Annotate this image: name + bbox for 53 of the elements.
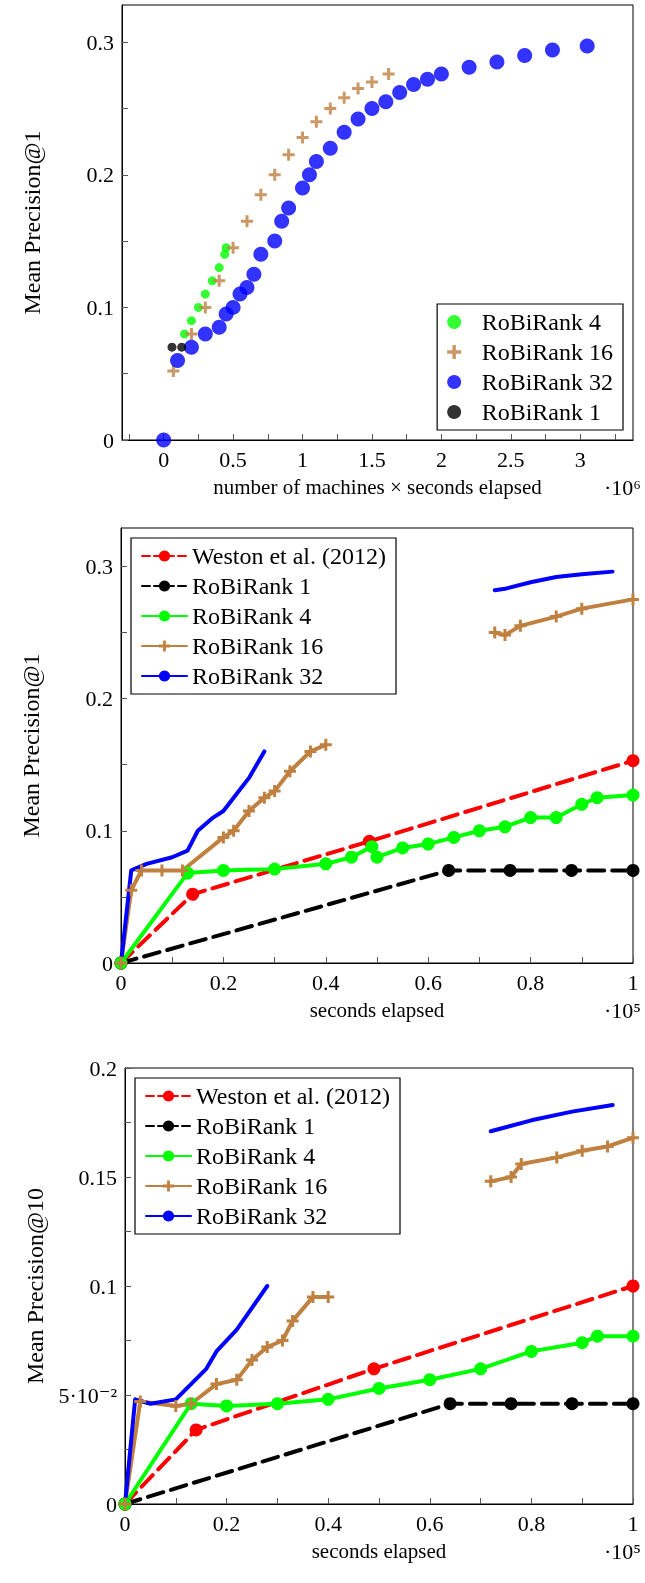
text: ·10⁵: [604, 997, 641, 1023]
x-tick-label: 0: [158, 446, 170, 472]
x-tick-label: 0.6: [414, 969, 442, 995]
y-tick-label: 0: [102, 950, 113, 976]
y-tick-label: 0.3: [86, 29, 114, 55]
legend-label: Weston et al. (2012): [196, 1083, 391, 1109]
x-axis-title: number of machines × seconds elapsed: [213, 474, 543, 499]
legend-label: RoBiRank 16: [192, 633, 324, 659]
y-tick-label: 0.15: [78, 1164, 117, 1190]
y-tick-label: 0.2: [85, 686, 113, 712]
legend-label: RoBiRank 32: [192, 663, 324, 689]
x-axis-title: seconds elapsed: [311, 1538, 447, 1563]
x-tick-label: 0.5: [219, 446, 247, 472]
y-tick-label: 0.2: [89, 1055, 117, 1081]
x-tick-label: 0.8: [516, 969, 545, 995]
x-tick-label: 1: [297, 446, 309, 472]
x-tick-label: 1: [627, 969, 639, 995]
y-tick-label: 5·10⁻²: [58, 1382, 118, 1408]
x-tick-label: 0.4: [312, 969, 340, 995]
text: ·10⁵: [604, 1538, 641, 1564]
y-tick-label: 0.1: [85, 818, 113, 844]
x-tick-label: 0.6: [416, 1510, 444, 1536]
y-axis-title: Mean Precision@1: [18, 653, 44, 838]
legend-label: RoBiRank 1: [196, 1113, 316, 1139]
legend-label: RoBiRank 16: [196, 1173, 328, 1199]
x-tick-label: 1: [627, 1510, 639, 1536]
x-tick-label: 0.4: [314, 1510, 342, 1536]
x-tick-label: 0.8: [517, 1510, 546, 1536]
legend-label: RoBiRank 1: [481, 399, 601, 425]
legend-label: RoBiRank 4: [481, 309, 601, 335]
y-tick-label: 0: [103, 427, 114, 453]
x-tick-label: 0.2: [209, 969, 238, 995]
x-tick-label: 2.5: [497, 446, 525, 472]
text: ·10⁶: [604, 474, 641, 500]
legend-label: RoBiRank 1: [192, 573, 312, 599]
x-axis-title: seconds elapsed: [309, 997, 445, 1022]
legend-label: RoBiRank 4: [196, 1143, 316, 1169]
y-tick-label: 0: [106, 1491, 117, 1517]
legend-label: RoBiRank 16: [481, 339, 613, 365]
y-tick-label: 0.1: [86, 294, 114, 320]
legend-label: RoBiRank 4: [192, 603, 312, 629]
x-tick-label: 2: [435, 446, 447, 472]
x-tick-label: 1.5: [358, 446, 386, 472]
legend-label: RoBiRank 32: [196, 1203, 328, 1229]
x-tick-label: 0.2: [212, 1510, 241, 1536]
y-axis-title: Mean Precision@10: [22, 1187, 48, 1385]
y-tick-label: 0.2: [86, 162, 114, 188]
y-tick-label: 0.3: [85, 553, 113, 579]
legend-label: RoBiRank 32: [481, 369, 613, 395]
legend-label: Weston et al. (2012): [192, 543, 387, 569]
y-tick-label: 0.1: [89, 1273, 117, 1299]
y-axis-title: Mean Precision@1: [19, 130, 45, 315]
x-tick-label: 3: [574, 446, 586, 472]
